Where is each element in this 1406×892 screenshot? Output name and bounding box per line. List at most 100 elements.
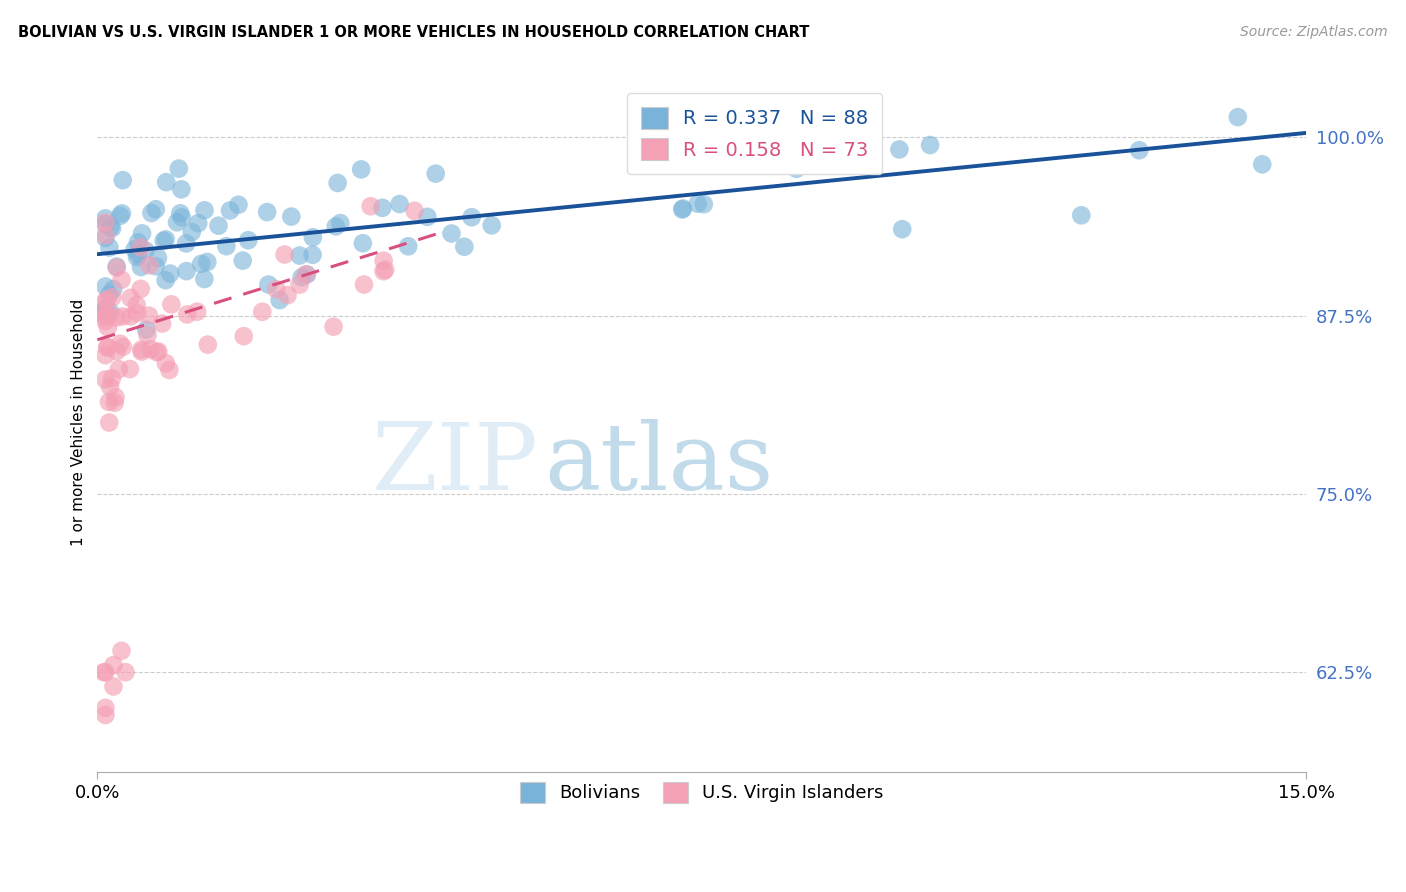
Point <box>111 206 134 220</box>
Point <box>193 203 215 218</box>
Point <box>176 308 198 322</box>
Point <box>190 257 212 271</box>
Point <box>252 305 274 319</box>
Point <box>129 240 152 254</box>
Point <box>325 219 347 234</box>
Point <box>373 264 395 278</box>
Point <box>671 202 693 217</box>
Point <box>186 304 208 318</box>
Point <box>94 302 117 317</box>
Point <box>302 230 325 244</box>
Point <box>294 268 316 282</box>
Point <box>157 363 180 377</box>
Point <box>103 658 125 673</box>
Point <box>288 277 311 292</box>
Point <box>94 310 117 324</box>
Point <box>288 248 311 262</box>
Point <box>94 310 117 324</box>
Point <box>371 201 394 215</box>
Point <box>98 304 121 318</box>
Y-axis label: 1 or more Vehicles in Household: 1 or more Vehicles in Household <box>72 299 86 546</box>
Point <box>98 416 121 430</box>
Point <box>195 255 218 269</box>
Point <box>114 665 136 680</box>
Point <box>219 203 242 218</box>
Point <box>127 235 149 250</box>
Point <box>155 273 177 287</box>
Point <box>775 141 797 155</box>
Point <box>232 253 254 268</box>
Point <box>125 298 148 312</box>
Point <box>269 293 291 307</box>
Point <box>215 239 238 253</box>
Point <box>111 340 134 354</box>
Point <box>104 390 127 404</box>
Point <box>104 395 127 409</box>
Point <box>170 182 193 196</box>
Point <box>103 282 125 296</box>
Point <box>159 267 181 281</box>
Point <box>160 297 183 311</box>
Point <box>101 371 124 385</box>
Point <box>280 210 302 224</box>
Text: ZIP: ZIP <box>371 419 538 509</box>
Point <box>94 231 117 245</box>
Point <box>329 216 352 230</box>
Point <box>148 344 170 359</box>
Point <box>425 167 447 181</box>
Point <box>94 302 117 317</box>
Point <box>197 337 219 351</box>
Point <box>238 233 260 247</box>
Point <box>129 260 152 274</box>
Point <box>105 344 128 359</box>
Point <box>481 219 503 233</box>
Point <box>693 197 716 211</box>
Point <box>101 221 124 235</box>
Point <box>266 282 288 296</box>
Point <box>138 258 160 272</box>
Point <box>396 239 419 253</box>
Point <box>97 308 120 322</box>
Point <box>891 222 914 236</box>
Point <box>686 196 709 211</box>
Point <box>135 323 157 337</box>
Point <box>131 344 153 359</box>
Point <box>166 215 188 229</box>
Point <box>93 665 115 680</box>
Text: BOLIVIAN VS U.S. VIRGIN ISLANDER 1 OR MORE VEHICLES IN HOUSEHOLD CORRELATION CHA: BOLIVIAN VS U.S. VIRGIN ISLANDER 1 OR MO… <box>18 25 810 40</box>
Point <box>120 310 142 324</box>
Point <box>134 244 156 258</box>
Point <box>131 227 153 241</box>
Point <box>353 277 375 292</box>
Point <box>96 341 118 355</box>
Point <box>103 680 125 694</box>
Point <box>96 340 118 354</box>
Point <box>101 290 124 304</box>
Point <box>301 248 323 262</box>
Point <box>111 310 134 324</box>
Point <box>94 701 117 715</box>
Point <box>127 247 149 261</box>
Point <box>176 264 198 278</box>
Point <box>180 225 202 239</box>
Point <box>94 314 117 328</box>
Point <box>326 176 349 190</box>
Point <box>100 220 122 235</box>
Point <box>460 211 482 225</box>
Point <box>785 161 807 176</box>
Point <box>108 336 131 351</box>
Point <box>373 253 395 268</box>
Point <box>94 294 117 309</box>
Point <box>94 665 117 680</box>
Point <box>352 236 374 251</box>
Point <box>360 199 382 213</box>
Point <box>150 317 173 331</box>
Point <box>145 260 167 274</box>
Point <box>98 240 121 254</box>
Point <box>152 234 174 248</box>
Point <box>145 202 167 217</box>
Point <box>295 268 318 282</box>
Point <box>453 240 475 254</box>
Point <box>97 320 120 334</box>
Point <box>107 362 129 376</box>
